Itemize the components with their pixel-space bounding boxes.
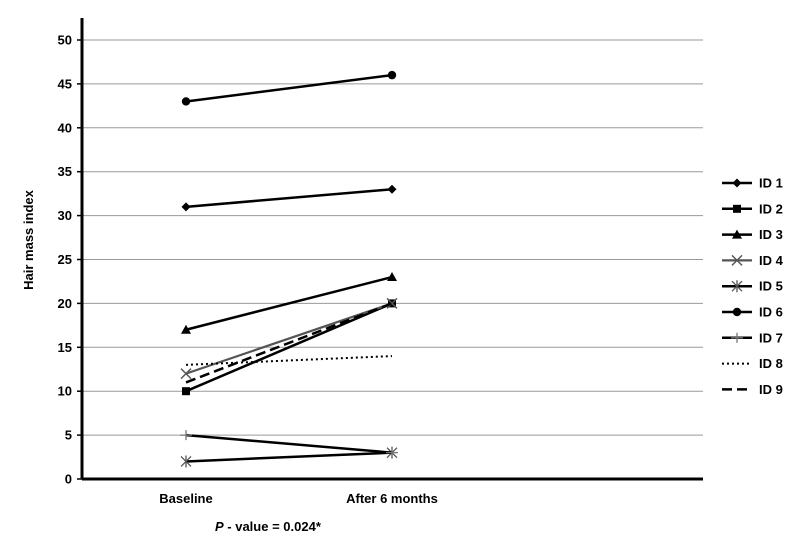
legend-entry: ID 6 [722, 305, 783, 320]
data-point [387, 70, 397, 80]
y-tick-label: 20 [58, 296, 72, 311]
legend-marker [731, 332, 743, 343]
series-line [185, 302, 393, 375]
y-tick-label: 40 [58, 120, 72, 135]
legend-marker [732, 307, 742, 317]
legend-entry: ID 8 [722, 356, 783, 371]
y-tick-label: 30 [58, 208, 72, 223]
series-id-8 [185, 355, 393, 366]
data-point [182, 387, 190, 396]
gridlines [82, 39, 703, 436]
series-id-1 [181, 184, 397, 212]
legend-marker [731, 280, 743, 293]
data-point [180, 368, 192, 380]
data-point [386, 447, 398, 458]
y-tick-label: 10 [58, 384, 72, 399]
legend-entry: ID 3 [722, 227, 783, 242]
data-point [181, 97, 191, 106]
data-point [180, 430, 192, 441]
legend-entry: ID 5 [722, 279, 783, 294]
legend-entry: ID 7 [722, 330, 783, 345]
legend-label: ID 2 [759, 201, 783, 216]
y-axis-title: Hair mass index [21, 189, 36, 289]
legend-marker [731, 254, 743, 266]
x-tick-label: Baseline [159, 491, 212, 506]
series-line [185, 451, 393, 463]
data-point [180, 455, 192, 468]
legend-entry: ID 2 [722, 201, 783, 216]
series-id-4 [180, 297, 398, 380]
y-tick-label: 0 [65, 472, 72, 487]
legend-label: ID 5 [759, 279, 783, 294]
y-axis-ticks: 0 5 10 15 20 25 30 35 40 45 50 [58, 33, 82, 487]
data-point [387, 272, 397, 282]
legend-label: ID 7 [759, 330, 783, 345]
p-value-annotation: P - value = 0.024* [215, 519, 322, 534]
p-value-italic: P [215, 519, 224, 534]
legend-label: ID 6 [759, 305, 783, 320]
series-line [185, 188, 393, 209]
y-tick-label: 5 [65, 428, 72, 443]
legend-marker [733, 204, 741, 213]
series-id-3 [181, 272, 397, 334]
p-value-text: - value = 0.024* [224, 519, 322, 534]
y-tick-label: 25 [58, 252, 72, 267]
x-tick-label: After 6 months [346, 491, 438, 506]
legend: ID 1 ID 2 ID 3 ID 4 ID 5 ID 6 ID 7 ID 8 ID 9 [722, 176, 784, 397]
data-point [387, 184, 397, 194]
y-tick-label: 35 [58, 164, 72, 179]
legend-label: ID 4 [759, 253, 784, 268]
legend-entry: ID 1 [722, 176, 783, 191]
legend-label: ID 1 [759, 176, 783, 191]
legend-label: ID 9 [759, 382, 783, 397]
data-point [386, 297, 398, 309]
x-axis-ticks: Baseline After 6 months [159, 491, 438, 506]
legend-marker [732, 229, 742, 239]
series-line [185, 433, 393, 454]
legend-label: ID 3 [759, 227, 783, 242]
series-group [180, 70, 398, 468]
series-line [185, 302, 393, 384]
series-id-7 [180, 430, 398, 458]
legend-entry: ID 4 [722, 253, 784, 268]
data-point [181, 324, 191, 334]
y-tick-label: 45 [58, 76, 72, 91]
series-line [185, 302, 393, 393]
series-id-6 [181, 70, 397, 106]
legend-marker [732, 178, 742, 188]
data-point [181, 202, 191, 212]
series-line [185, 355, 393, 366]
legend-label: ID 8 [759, 356, 783, 371]
series-line [185, 275, 393, 331]
legend-entry: ID 9 [722, 382, 783, 397]
series-id-9 [185, 302, 393, 384]
y-tick-label: 15 [58, 340, 72, 355]
y-tick-label: 50 [58, 33, 72, 48]
series-line [185, 73, 393, 103]
